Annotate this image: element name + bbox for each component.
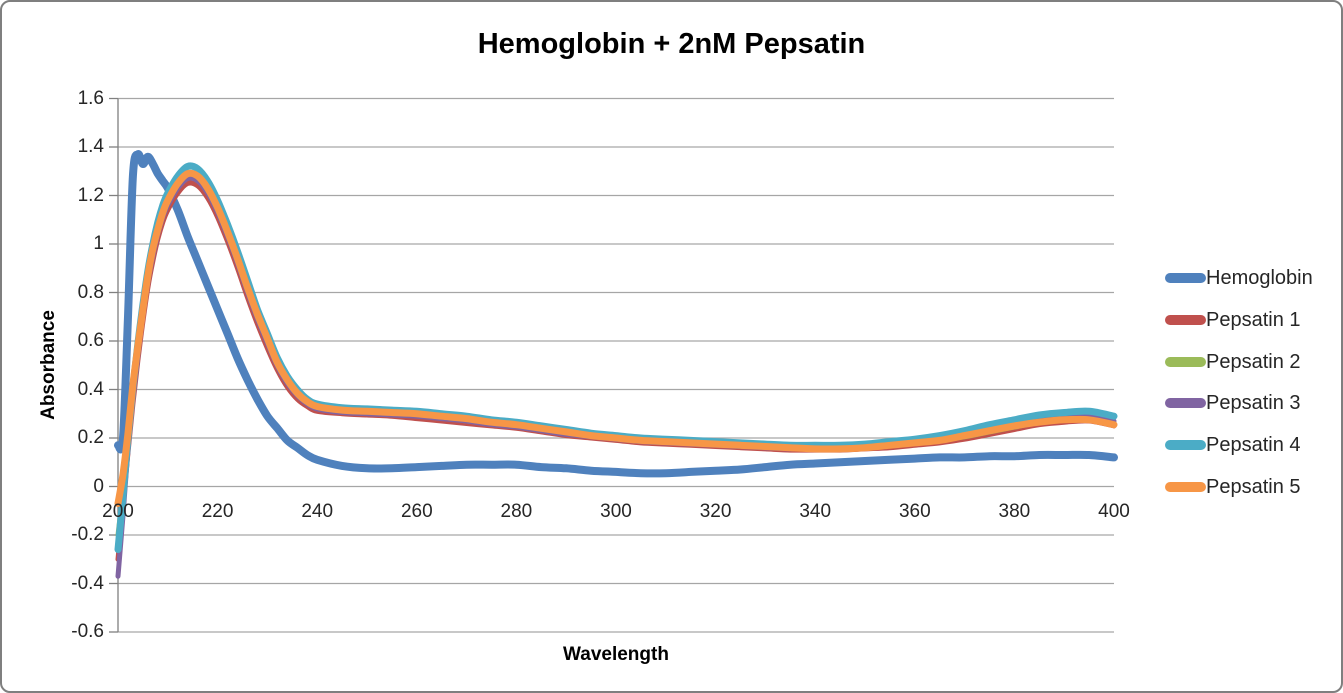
legend-item-pepsatin-4: Pepsatin 4	[1165, 434, 1301, 456]
legend-marker-pepsatin-3	[1165, 398, 1206, 408]
x-tick-label: 280	[500, 501, 533, 522]
series-line-pepsatin-2	[115, 173, 1117, 538]
x-tick-label: 300	[600, 501, 632, 522]
x-tick-label: 400	[1098, 501, 1130, 522]
x-tick-label: 320	[699, 501, 732, 522]
legend-label: Pepsatin 5	[1206, 475, 1301, 498]
y-axis-title: Absorbance	[38, 310, 59, 420]
legend-label: Pepsatin 1	[1206, 308, 1301, 331]
series-line-hemoglobin	[114, 150, 1118, 478]
legend-label: Pepsatin 4	[1206, 433, 1301, 456]
legend-item-pepsatin-3: Pepsatin 3	[1165, 392, 1301, 414]
x-tick-label: 200	[102, 501, 134, 522]
y-tick-label: -0.4	[71, 572, 104, 594]
legend-item-pepsatin-5: Pepsatin 5	[1165, 476, 1301, 498]
y-tick-label: 0.6	[77, 330, 104, 351]
y-tick-label: 0.2	[77, 427, 104, 448]
x-tick-label: 340	[799, 501, 832, 522]
legend-label: Pepsatin 3	[1206, 391, 1301, 414]
legend-marker-pepsatin-4	[1165, 440, 1206, 450]
y-tick-label: 1.6	[77, 87, 104, 109]
series-line-pepsatin-5	[114, 169, 1118, 507]
y-tick-label: 1.4	[77, 136, 104, 157]
y-tick-label: 1	[93, 233, 104, 254]
legend-item-pepsatin-2: Pepsatin 2	[1165, 351, 1301, 373]
legend-marker-pepsatin-5	[1165, 482, 1206, 492]
x-tick-label: 360	[898, 501, 931, 522]
y-tick-label: 0.4	[77, 378, 104, 400]
legend-item-pepsatin-1: Pepsatin 1	[1165, 309, 1301, 331]
x-tick-label: 220	[201, 501, 234, 522]
legend-label: Pepsatin 2	[1206, 350, 1301, 373]
y-tick-label: -0.2	[71, 524, 104, 545]
legend-marker-pepsatin-2	[1165, 357, 1206, 367]
x-axis-title: Wavelength	[563, 644, 669, 665]
chart-title: Hemoglobin + 2nM Pepsatin	[477, 28, 866, 60]
legend-marker-hemoglobin	[1165, 273, 1206, 283]
legend-label: Hemoglobin	[1206, 266, 1313, 289]
x-tick-label: 240	[301, 501, 334, 522]
x-tick-label: 260	[400, 501, 433, 522]
legend-item-hemoglobin: Hemoglobin	[1165, 267, 1313, 289]
x-tick-label: 380	[998, 501, 1031, 522]
legend-marker-pepsatin-1	[1165, 315, 1206, 325]
y-tick-label: -0.6	[71, 621, 104, 642]
y-tick-label: 0.8	[77, 281, 104, 303]
y-tick-label: 1.2	[77, 184, 104, 206]
y-tick-label: 0	[93, 475, 104, 497]
series-line-pepsatin-4	[114, 162, 1118, 553]
